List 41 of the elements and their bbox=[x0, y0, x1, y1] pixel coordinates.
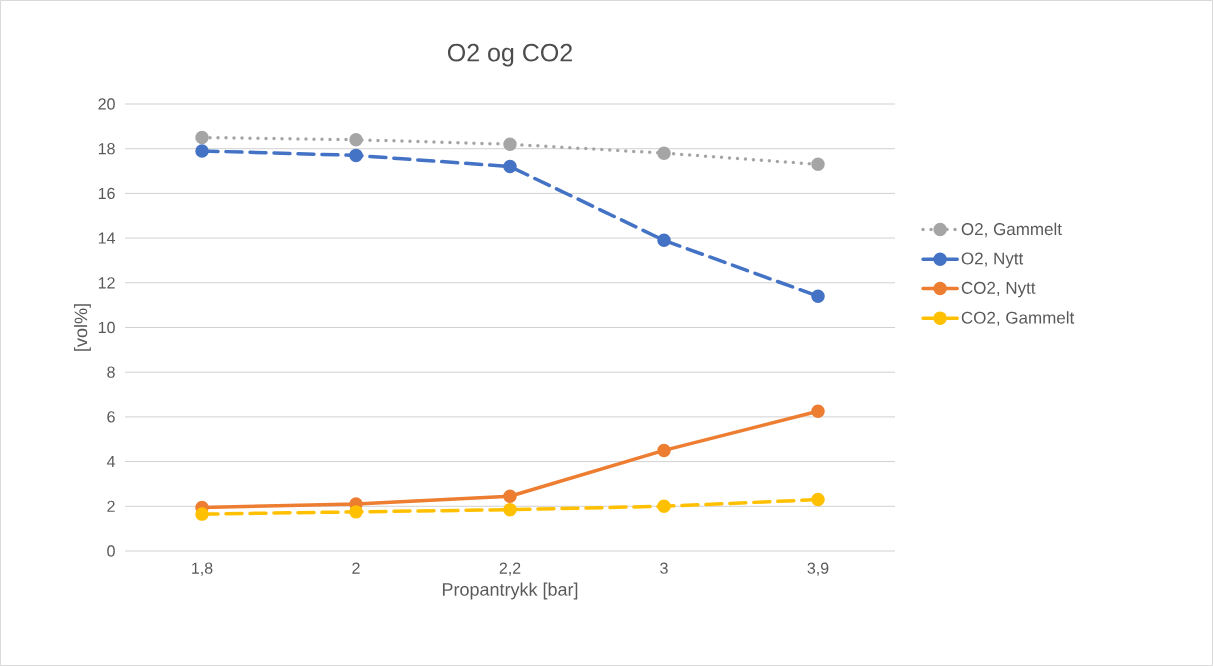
y-tick-label: 4 bbox=[106, 456, 115, 468]
point bbox=[503, 159, 517, 174]
y-tick-label: 12 bbox=[98, 277, 115, 289]
y-tick-label: 14 bbox=[98, 232, 115, 244]
point bbox=[349, 505, 363, 519]
x-tick-label: 3 bbox=[660, 562, 668, 574]
y-tick-label: 10 bbox=[98, 321, 115, 334]
legend-label: O2, Nytt bbox=[961, 252, 1024, 268]
y-tick-label: 6 bbox=[107, 411, 115, 423]
y-tick-label: 16 bbox=[98, 187, 115, 200]
point bbox=[811, 492, 825, 507]
legend-label: O2, Gammelt bbox=[961, 222, 1062, 238]
legend-label: CO2, Nytt bbox=[961, 281, 1036, 298]
chart-title: O2 og CO2 bbox=[447, 43, 572, 67]
x-tick-label: 2,2 bbox=[499, 562, 521, 576]
point bbox=[811, 157, 825, 172]
y-tick-label: 18 bbox=[98, 143, 115, 155]
point bbox=[657, 443, 671, 458]
point bbox=[811, 404, 825, 419]
point bbox=[657, 233, 671, 248]
point bbox=[657, 146, 671, 160]
legend-label: CO2, Gammelt bbox=[961, 311, 1075, 326]
point bbox=[195, 144, 209, 158]
point bbox=[503, 137, 517, 151]
x-tick-label: 3,9 bbox=[807, 562, 829, 576]
point bbox=[503, 489, 517, 503]
x-tick-label: 1,8 bbox=[192, 562, 213, 576]
x-axis-title: Propantrykk [bar] bbox=[442, 582, 578, 600]
y-tick-label: 8 bbox=[107, 366, 115, 378]
point bbox=[503, 502, 517, 517]
y-axis-title: [vol%] bbox=[74, 304, 91, 351]
y-tick-label: 0 bbox=[107, 545, 115, 557]
point bbox=[349, 148, 363, 163]
point bbox=[657, 499, 671, 514]
y-tick-label: 2 bbox=[107, 500, 115, 512]
point bbox=[811, 289, 825, 303]
point bbox=[195, 507, 209, 521]
y-tick-label: 20 bbox=[98, 98, 115, 110]
x-tick-label: 2 bbox=[352, 562, 360, 574]
point bbox=[195, 130, 209, 145]
point bbox=[349, 133, 363, 147]
